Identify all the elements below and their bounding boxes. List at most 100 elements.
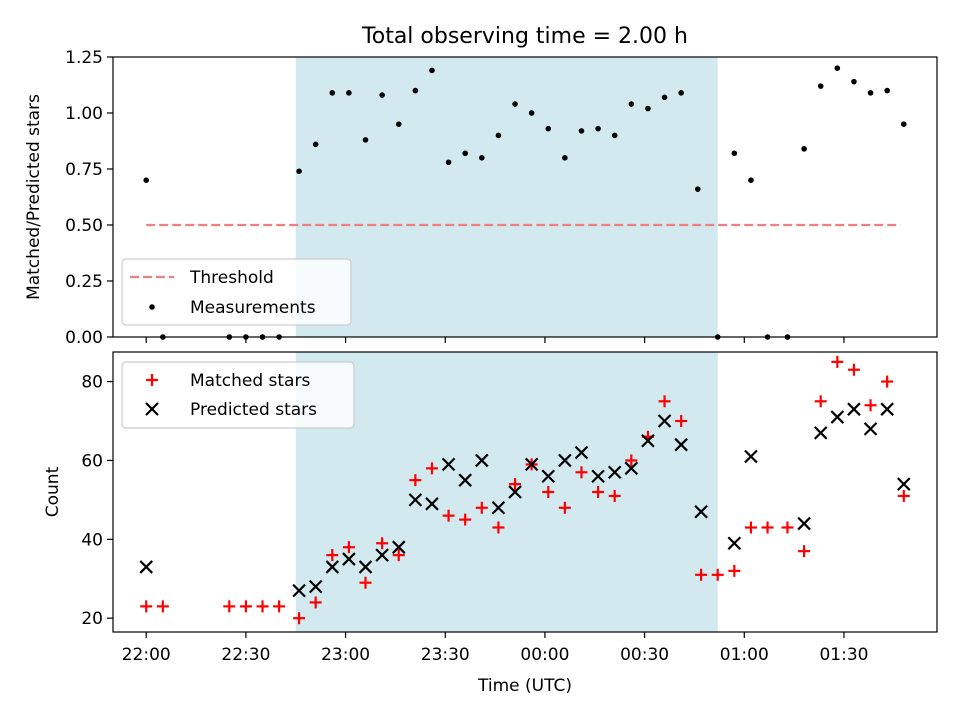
predicted-star-point-b	[524, 457, 539, 472]
matched-star-point	[475, 501, 488, 514]
predicted-star-point	[441, 457, 456, 472]
matched-star-point	[326, 549, 339, 562]
predicted-star-point-b	[475, 453, 489, 468]
predicted-star-point-b	[425, 497, 439, 511]
matched-star-point	[575, 466, 588, 479]
top-y-tick-label: 1.00	[65, 104, 103, 124]
predicted-star-point-b	[674, 437, 688, 452]
measurement-point	[562, 155, 568, 161]
matched-star-point	[542, 486, 555, 498]
matched-star-point	[156, 600, 169, 613]
measurement-point	[462, 150, 468, 157]
matched-star-point	[223, 600, 236, 613]
x-tick-label: 00:30	[620, 645, 669, 665]
predicted-star-point-b	[863, 422, 878, 436]
predicted-star-point	[475, 453, 489, 468]
predicted-star-point-b	[641, 433, 655, 448]
predicted-star-point-b	[508, 485, 522, 499]
predicted-star-point	[491, 500, 506, 515]
measurement-point	[884, 87, 890, 94]
predicted-star-point-b	[308, 579, 323, 594]
matched-star-point	[256, 600, 269, 613]
predicted-star-point	[308, 579, 323, 594]
measurement-point	[362, 137, 369, 143]
matched-star-point	[728, 564, 741, 577]
bottom-panel: 20 40 60 80 22:00 22:30 23:00 23:30 00:00 00:30 0…	[43, 351, 938, 696]
matched-star-point	[558, 501, 571, 514]
predicted-star-point-b	[408, 493, 423, 507]
measurement-point	[346, 90, 352, 96]
predicted-star-point-b	[880, 402, 894, 416]
matched-star-point	[425, 462, 438, 475]
measurement-point	[379, 92, 385, 98]
top-y-tick-label: 1.25	[65, 48, 103, 68]
matched-star-point	[273, 600, 286, 613]
matched-star-point	[711, 568, 724, 581]
measurement-point	[545, 125, 552, 132]
bottom-y-axis-label: Count	[43, 466, 63, 517]
predicted-star-point	[694, 504, 708, 519]
bottom-observing-span	[295, 352, 718, 632]
legend-predicted-swatch	[145, 402, 159, 416]
matched-star-point	[459, 513, 472, 526]
matched-star-point	[293, 612, 306, 625]
measurement-point	[329, 90, 336, 96]
matched-star-point	[798, 545, 811, 558]
top-axes-frame	[112, 56, 938, 338]
top-y-tick-label: 0.50	[65, 216, 103, 236]
predicted-star-point	[375, 548, 389, 562]
predicted-star-point-b	[491, 500, 506, 515]
predicted-star-point-b	[813, 426, 828, 440]
predicted-star-point-b	[574, 445, 589, 460]
top-y-tick-label: 0.75	[65, 160, 103, 180]
predicted-star-point	[896, 477, 911, 491]
predicted-star-point-b	[139, 560, 154, 574]
matched-star-point	[658, 395, 671, 408]
predicted-star-point-b	[657, 414, 672, 428]
count-points	[139, 355, 911, 625]
measurement-point	[512, 101, 518, 107]
matched-star-point	[140, 600, 153, 613]
bottom-y-axis: 20 40 60 80	[81, 373, 113, 629]
matched-star-point	[492, 521, 505, 534]
chart-title: Total observing time = 2.00 h	[361, 24, 688, 49]
matched-star-point	[442, 509, 455, 522]
measurement-point	[143, 177, 150, 183]
matched-star-point	[814, 395, 827, 408]
measurement-point	[611, 132, 618, 139]
x-tick-label: 00:00	[520, 645, 569, 665]
matched-star-point	[864, 399, 877, 412]
predicted-star-point-b	[375, 548, 389, 562]
predicted-star-point-b	[325, 560, 340, 574]
legend-matched-swatch	[146, 374, 158, 386]
predicted-star-point-b	[896, 477, 911, 491]
predicted-star-point	[727, 536, 742, 551]
predicted-star-point	[847, 402, 861, 416]
predicted-star-point-b	[391, 540, 406, 554]
matched-star-point	[409, 474, 422, 487]
matched-star-point	[781, 521, 794, 534]
predicted-star-point-b	[558, 453, 572, 468]
x-tick-label: 22:30	[221, 645, 270, 665]
predicted-star-point-b	[847, 402, 861, 416]
legend-frame	[121, 361, 355, 429]
predicted-star-point-b	[541, 469, 556, 484]
predicted-star-point-b	[797, 516, 811, 531]
top-y-axis: 0.00 0.25 0.50 0.75 1.00 1.25	[65, 48, 113, 348]
predicted-star-point	[425, 497, 439, 511]
predicted-star-point-b	[358, 560, 373, 574]
matched-star-point	[744, 521, 757, 534]
matched-star-point	[376, 537, 389, 550]
predicted-star-point	[358, 560, 373, 574]
predicted-star-point	[863, 422, 878, 436]
x-tick-label: 23:30	[421, 645, 470, 665]
measurement-point	[801, 146, 807, 152]
x-tick-label: 01:00	[720, 645, 769, 665]
predicted-star-point	[508, 485, 522, 499]
x-tick-label: 01:30	[819, 645, 868, 665]
top-observing-span	[295, 57, 718, 337]
measurement-point	[748, 177, 754, 183]
predicted-star-point	[830, 410, 845, 424]
top-x-axis	[145, 337, 845, 343]
top-panel: 0.00 0.25 0.50 0.75 1.00 1.25 Matched/Predict…	[24, 48, 938, 348]
